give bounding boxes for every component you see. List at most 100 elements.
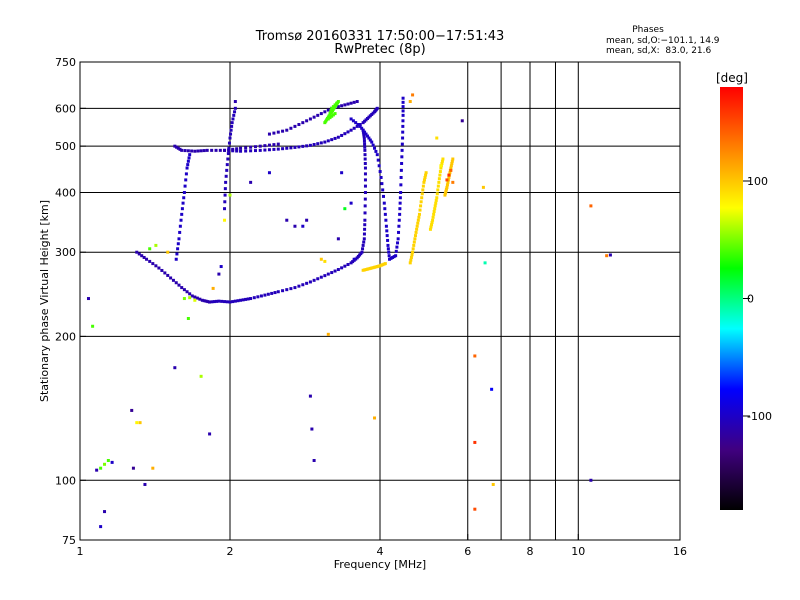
echo-point [418, 208, 422, 212]
echo-point [249, 149, 253, 153]
echo-point [490, 387, 494, 391]
echo-point [223, 148, 227, 152]
x-tick-label: 10 [571, 545, 585, 558]
echo-point [400, 148, 404, 152]
echo-point [210, 300, 214, 304]
x-tick-label: 1 [77, 545, 84, 558]
echo-point [142, 255, 146, 259]
echo-point [446, 180, 450, 184]
echo-point [437, 180, 441, 184]
echo-point [252, 296, 256, 300]
y-tick-label: 200 [55, 330, 76, 343]
echo-point [373, 146, 377, 150]
echo-point [420, 192, 424, 196]
echo-point [450, 159, 454, 163]
echo-point [267, 143, 271, 147]
echo-point [175, 252, 179, 256]
echo-point [397, 230, 401, 234]
echo-point [491, 482, 495, 486]
echo-point [424, 171, 428, 175]
echo-point [349, 128, 353, 132]
echo-point [231, 117, 235, 121]
echo-point [440, 161, 444, 165]
echo-point [163, 271, 167, 275]
echo-point [227, 146, 231, 150]
echo-point [171, 278, 175, 282]
echo-point [276, 130, 280, 134]
echo-point [181, 201, 185, 205]
echo-point [289, 126, 293, 130]
echo-point [195, 296, 199, 300]
echo-point [443, 191, 447, 195]
echo-point [241, 298, 245, 302]
echo-point [198, 297, 202, 301]
echo-point [323, 259, 327, 263]
echo-point [228, 300, 232, 304]
echo-point [346, 263, 350, 267]
echo-point [352, 100, 356, 104]
echo-point [431, 215, 435, 219]
echo-point [224, 180, 228, 184]
echo-point [420, 196, 424, 200]
echo-point [183, 149, 187, 153]
y-tick-label: 500 [55, 140, 76, 153]
echo-point [259, 294, 263, 298]
echo-point [166, 250, 170, 254]
echo-point [326, 272, 330, 276]
echo-point [413, 234, 417, 238]
echo-point [370, 140, 374, 144]
echo-point [439, 166, 443, 170]
echo-point [301, 144, 305, 148]
x-axis-label: Frequency [MHz] [334, 558, 426, 571]
echo-point [199, 374, 203, 378]
echo-point [143, 482, 147, 486]
echo-point [110, 460, 114, 464]
echo-point [385, 234, 389, 238]
echo-point [428, 227, 432, 231]
echo-point [253, 149, 257, 153]
echo-point [335, 101, 339, 105]
echo-point [449, 168, 453, 172]
echo-point [154, 264, 158, 268]
echo-point [187, 156, 191, 160]
echo-point [218, 148, 222, 152]
echo-point [343, 103, 347, 107]
echo-point [193, 298, 197, 302]
echo-point [148, 247, 152, 251]
echo-point [214, 148, 218, 152]
echo-point [399, 175, 403, 179]
echo-point [329, 109, 333, 113]
echo-point [382, 201, 386, 205]
echo-point [188, 153, 192, 157]
echo-point [305, 218, 309, 222]
echo-point [363, 211, 367, 215]
echo-point [386, 238, 390, 242]
echo-point [343, 132, 347, 136]
echo-point [196, 149, 200, 153]
echo-point [386, 243, 390, 247]
echo-point [130, 408, 134, 412]
echo-point [330, 138, 334, 142]
echo-point [362, 132, 366, 136]
echo-point [297, 284, 301, 288]
echo-point [326, 108, 330, 112]
echo-point [391, 255, 395, 259]
echo-point [435, 196, 439, 200]
echo-point [336, 105, 340, 109]
echo-point [444, 189, 448, 193]
echo-point [186, 149, 190, 153]
echo-point [297, 145, 301, 149]
echo-point [103, 510, 107, 514]
echo-point [177, 237, 181, 241]
x-tick-label: 2 [227, 545, 234, 558]
echo-point [232, 113, 236, 117]
colorbar-label: [deg] [716, 71, 748, 85]
echo-point [193, 149, 197, 153]
echo-point [351, 260, 355, 264]
echo-point [411, 250, 415, 254]
echo-point [363, 130, 367, 134]
echo-point [589, 204, 593, 208]
echo-point [145, 257, 149, 261]
echo-point [389, 256, 393, 260]
echo-point [289, 146, 293, 150]
